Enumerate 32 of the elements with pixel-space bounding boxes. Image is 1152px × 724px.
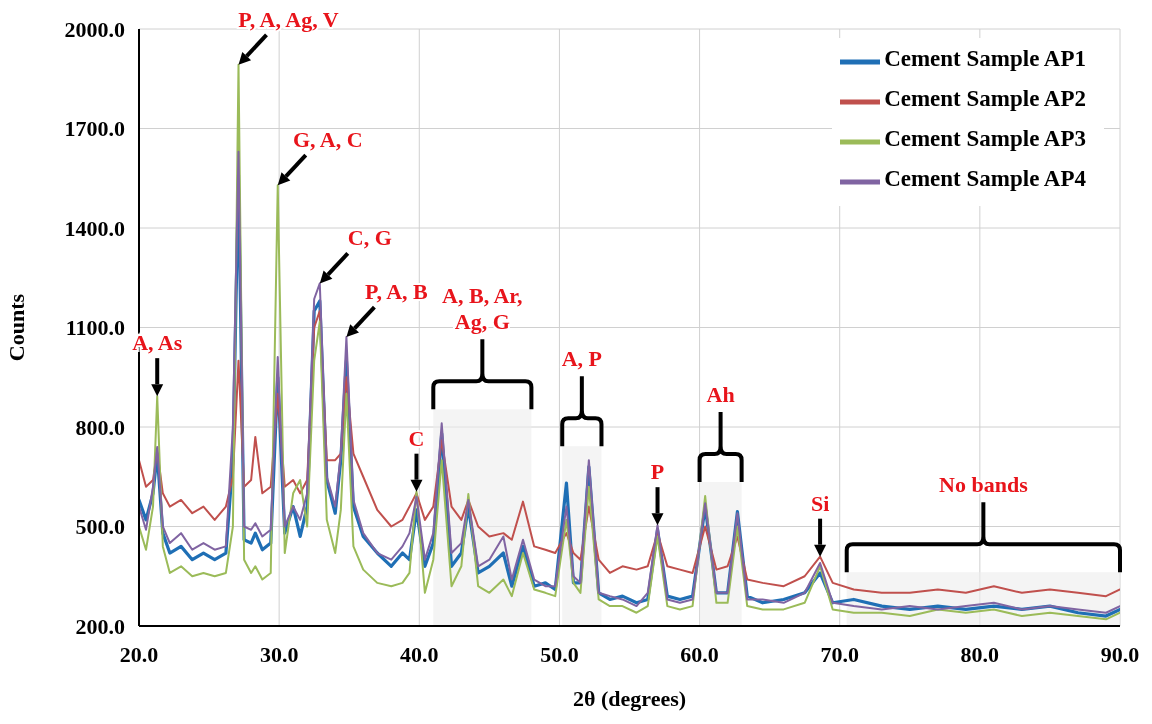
band-label: A, P (561, 346, 603, 372)
y-tick-label: 800.0 (75, 414, 125, 440)
annotation: P, A, B (365, 279, 429, 305)
x-tick-label: 90.0 (1100, 641, 1140, 667)
y-tick-label: 1100.0 (65, 315, 125, 341)
y-tick-label: 1700.0 (64, 116, 125, 142)
annotation: C (408, 425, 425, 451)
y-tick-label: 1400.0 (64, 215, 125, 241)
annotation: C, G (347, 225, 392, 251)
x-tick-label: 40.0 (400, 641, 439, 667)
annotation: P, A, Ag, V (238, 6, 339, 32)
annotation: G, A, C (292, 127, 363, 153)
x-tick-label: 70.0 (820, 641, 859, 667)
legend-label: Cement Sample AP4 (884, 165, 1086, 191)
x-tick-label: 30.0 (259, 641, 299, 667)
x-tick-label: 60.0 (680, 641, 719, 667)
annotation: P (650, 459, 665, 485)
x-tick-label: 80.0 (960, 641, 1000, 667)
band-label: Ah (706, 381, 735, 407)
y-tick-label: 500.0 (75, 514, 125, 540)
annotation: Si (810, 490, 830, 516)
band-label: No bands (939, 472, 1029, 498)
band-label: A, B, Ar, Ag, G (442, 283, 523, 335)
legend-label: Cement Sample AP2 (884, 85, 1086, 111)
x-tick-label: 50.0 (540, 641, 579, 667)
y-tick-label: 200.0 (75, 613, 125, 639)
legend-label: Cement Sample AP1 (884, 45, 1086, 71)
y-axis-title: Counts (3, 293, 29, 362)
y-tick-label: 2000.0 (64, 16, 125, 42)
legend-label: Cement Sample AP3 (884, 125, 1086, 151)
x-tick-label: 20.0 (119, 641, 159, 667)
x-axis-title: 2θ (degrees) (572, 686, 687, 711)
